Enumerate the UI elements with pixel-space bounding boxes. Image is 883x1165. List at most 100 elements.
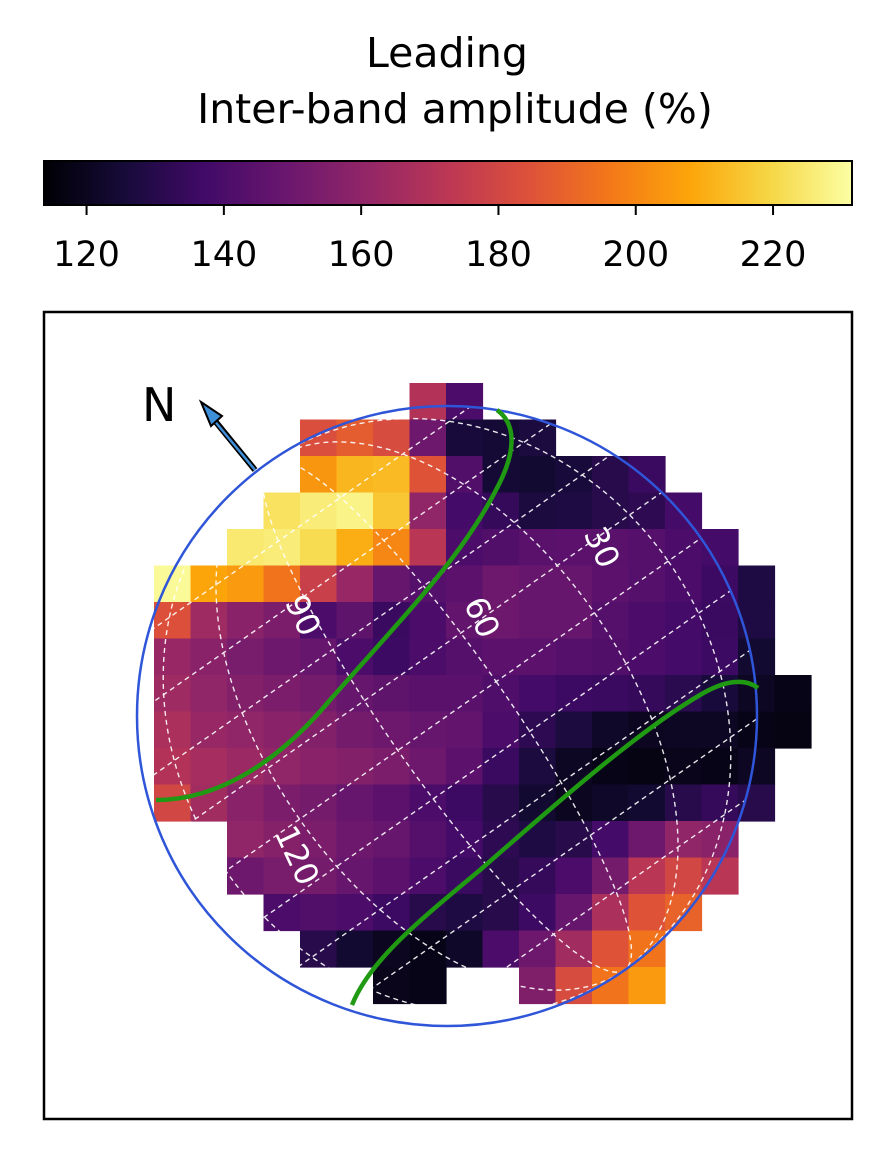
heatmap-cell [628,675,666,713]
heatmap-cell [154,784,192,822]
heatmap-cell [263,492,301,530]
heatmap-cell [592,857,630,895]
heatmap-cell [373,784,411,822]
heatmap-cell [300,711,338,749]
heatmap-cell [373,748,411,786]
heatmap-cell [154,602,192,640]
heatmap-cell [263,565,301,603]
colorbar-tick-label: 180 [465,235,532,275]
heatmap-cell [409,748,447,786]
heatmap-cell [482,711,520,749]
heatmap-cell [373,675,411,713]
heatmap-cell [628,857,666,895]
heatmap-cell [409,383,447,421]
heatmap-cell [701,711,739,749]
heatmap-cell [555,711,593,749]
heatmap-cell [519,456,557,494]
heatmap-cell [190,565,228,603]
heatmap-cell [555,894,593,932]
heatmap-cell [555,529,593,567]
heatmap-cell [446,748,484,786]
heatmap-cell [409,967,447,1005]
heatmap-cell [336,821,374,859]
heatmap-cell [628,492,666,530]
heatmap-cell [227,638,265,676]
heatmap-cell [154,638,192,676]
heatmap-cell [482,930,520,968]
heatmap-cell [665,492,703,530]
heatmap-cell [227,602,265,640]
colorbar-ticks: 120 140 160 180 200 220 [53,205,806,275]
north-indicator: N [142,378,258,472]
colorbar-tick-label: 140 [190,235,257,275]
heatmap-cell [373,711,411,749]
north-label: N [142,378,176,432]
heatmap-cell [628,967,666,1005]
heatmap-cell [300,456,338,494]
heatmap-cell [409,529,447,567]
heatmap-cell [738,638,776,676]
heatmap-cell [227,529,265,567]
heatmap-cell [482,529,520,567]
heatmap-cell [300,529,338,567]
green-curves [155,408,760,1006]
heatmap-cell [227,784,265,822]
heatmap-cell [701,784,739,822]
green-curve-upper [155,408,514,803]
heatmap-cell [373,565,411,603]
heatmap-cell [592,492,630,530]
heatmap-cell [519,967,557,1005]
heatmap-cell [665,784,703,822]
heatmap-cells [154,383,812,1005]
heatmap-cell [446,711,484,749]
heatmap-cell [482,894,520,932]
heatmap-cell [592,565,630,603]
heatmap-cell [300,492,338,530]
heatmap-cell [555,857,593,895]
heatmap-cell [263,784,301,822]
heatmap-cell [227,565,265,603]
heatmap-cell [300,675,338,713]
heatmap-cell [592,638,630,676]
heatmap-cell [446,383,484,421]
heatmap-cell [373,456,411,494]
heatmap-cell [263,711,301,749]
heatmap-cell [592,711,630,749]
heatmap-cell [482,492,520,530]
heatmap-cell [336,492,374,530]
heatmap-cell [409,930,447,968]
heatmap-cell [409,857,447,895]
heatmap-cell [227,675,265,713]
heatmap-cell [190,711,228,749]
heatmap-cell [409,821,447,859]
heatmap-cell [446,675,484,713]
colorbar-tick-label: 160 [328,235,395,275]
heatmap-cell [336,419,374,457]
heatmap-cell [665,529,703,567]
heatmap-cell [446,930,484,968]
heatmap-cell [190,748,228,786]
heatmap-cell [592,821,630,859]
heatmap-cell [373,857,411,895]
heatmap-cell [592,930,630,968]
heatmap-cell [300,784,338,822]
heatmap-cell [628,821,666,859]
colorbar-tick-label: 220 [740,235,807,275]
north-arrow-icon [198,399,224,428]
heatmap-cell [336,784,374,822]
heatmap-cell [300,857,338,895]
heatmap-cell [628,456,666,494]
heatmap-cell [482,638,520,676]
heatmap-cell [446,456,484,494]
heatmap-cell [409,456,447,494]
title-line-1: Leading [366,29,528,77]
heatmap-cell [336,602,374,640]
heatmap-cell [446,638,484,676]
north-arrow-shaft-fill [212,418,256,471]
heatmap-cell [628,565,666,603]
colorbar-tick-label: 200 [602,235,669,275]
heatmap-cell [373,492,411,530]
heatmap-cell [300,565,338,603]
heatmap-cell [628,638,666,676]
